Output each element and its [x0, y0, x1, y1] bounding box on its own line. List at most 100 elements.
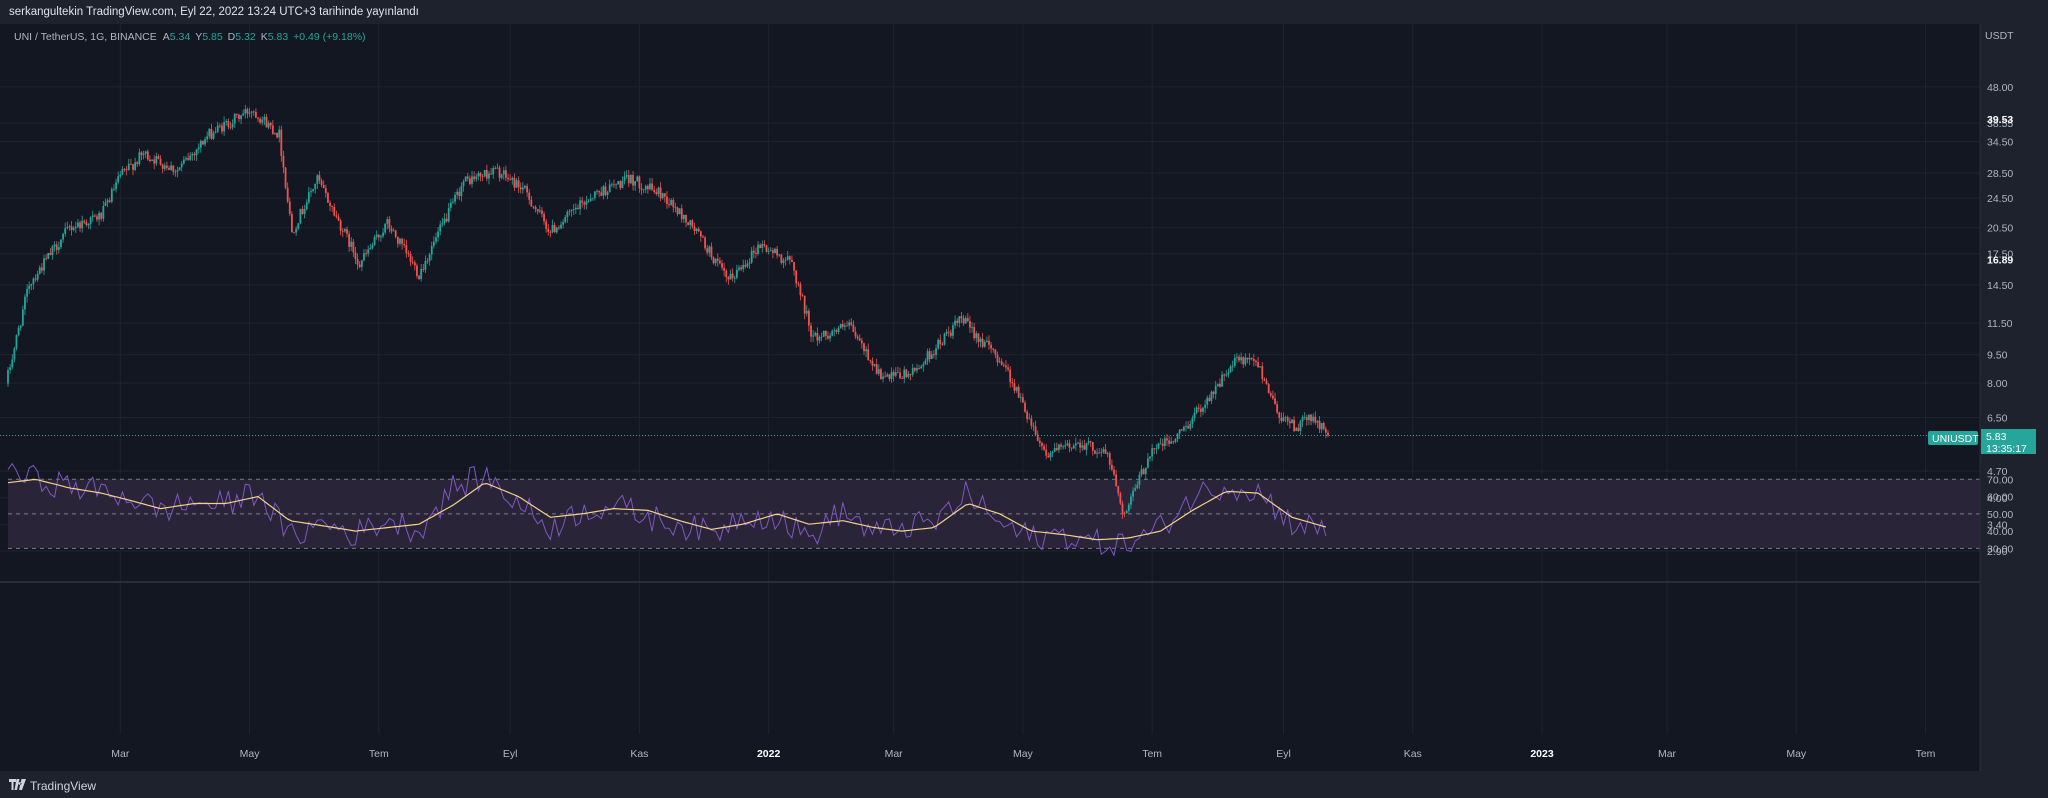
- candle-body: [64, 228, 67, 234]
- candle-body: [746, 263, 749, 267]
- candle-body: [47, 252, 50, 259]
- candle-body: [969, 321, 971, 328]
- candle-body: [1197, 407, 1200, 409]
- candle-body: [1233, 357, 1236, 366]
- candle-body: [350, 241, 353, 247]
- candle-body: [615, 184, 617, 186]
- candle-body: [515, 180, 518, 188]
- candle-body: [954, 320, 956, 326]
- candle-body: [896, 372, 899, 373]
- candle-body: [570, 209, 573, 211]
- candle-body: [536, 209, 539, 212]
- candle-body: [1047, 455, 1050, 458]
- candle-body: [170, 165, 173, 170]
- candle-body: [1172, 441, 1175, 443]
- candle-body: [303, 209, 306, 215]
- candle-body: [740, 267, 742, 270]
- candle-body: [721, 263, 723, 268]
- candle-body: [1235, 356, 1238, 358]
- candle-body: [1206, 397, 1209, 405]
- candle-body: [458, 191, 461, 197]
- legend-change: +0.49 (+9.18%): [293, 31, 365, 43]
- symbol-tag: [1928, 431, 1978, 445]
- candle-body: [924, 360, 927, 365]
- time-tick-label: Mar: [111, 748, 130, 760]
- candle-body: [1191, 418, 1194, 424]
- candle-body: [549, 231, 552, 233]
- candle-body: [911, 367, 914, 375]
- candle-body: [988, 340, 990, 345]
- last-price-label[interactable]: UNIUSDT 5.83 13:35:17: [1928, 429, 2036, 455]
- candle-body: [259, 118, 262, 123]
- candle-body: [174, 171, 177, 173]
- candle-body: [216, 125, 219, 132]
- chart-area[interactable]: 48.00 38.55 34.50 28.50 24.50 20.50 17.50 14.50…: [0, 24, 2048, 771]
- candle-body: [1305, 417, 1308, 421]
- candle-body: [795, 270, 798, 284]
- candle-body: [780, 254, 783, 263]
- candle-body: [380, 236, 382, 238]
- candle-body: [106, 200, 109, 203]
- candle-body: [511, 177, 514, 180]
- candle-body: [1312, 416, 1315, 422]
- time-axis[interactable]: Mar May Tem Eyl Kas 2022 Mar May Tem Eyl Kas 2023 Ma…: [111, 748, 1935, 760]
- candle-body: [939, 339, 942, 345]
- candle-body: [682, 214, 685, 220]
- candle-body: [388, 219, 391, 229]
- candle-body: [935, 348, 937, 355]
- candle-body: [873, 364, 876, 366]
- price-tick-label: 4.70: [1987, 466, 2008, 478]
- time-tick-label: Kas: [1404, 748, 1422, 760]
- candle-body: [85, 222, 88, 225]
- candle-body: [1308, 414, 1310, 421]
- candles-layer: [7, 104, 1329, 519]
- candle-body: [1199, 408, 1202, 412]
- candle-body: [1318, 420, 1321, 430]
- candle-body: [916, 368, 918, 371]
- candle-body: [498, 167, 501, 178]
- candle-body: [1161, 443, 1164, 446]
- candle-body: [1028, 418, 1031, 420]
- candle-body: [1138, 474, 1141, 485]
- price-axis[interactable]: 48.00 38.55 34.50 28.50 24.50 20.50 17.50 14.50…: [1987, 82, 2013, 558]
- candle-body: [610, 184, 613, 186]
- candle-body: [543, 214, 545, 222]
- candle-body: [466, 176, 469, 179]
- candle-body: [945, 331, 948, 334]
- candle-body: [659, 187, 662, 199]
- candle-body: [710, 246, 713, 258]
- candle-body: [9, 367, 12, 371]
- candle-body: [1314, 416, 1317, 423]
- candle-body: [1280, 417, 1283, 421]
- candle-body: [763, 244, 766, 246]
- candle-body: [526, 185, 529, 193]
- candle-body: [841, 324, 844, 327]
- legend-pair: UNI / TetherUS, 1G, BINANCE: [14, 31, 157, 43]
- candle-body: [1244, 357, 1247, 365]
- candle-body: [892, 372, 895, 376]
- candle-body: [390, 228, 393, 232]
- candle-body: [805, 310, 808, 314]
- candle-body: [159, 158, 162, 165]
- candle-body: [909, 373, 912, 375]
- candle-body: [441, 223, 444, 225]
- candle-body: [797, 283, 800, 285]
- symbol-legend[interactable]: UNI / TetherUS, 1G, BINANCE A5.34 Y5.85 D5.…: [14, 31, 366, 43]
- candle-body: [1286, 417, 1289, 422]
- candle-body: [964, 318, 967, 324]
- candle-body: [920, 366, 923, 369]
- candle-body: [1058, 444, 1060, 451]
- time-tick-label: Eyl: [1276, 748, 1291, 760]
- candle-body: [1034, 426, 1037, 435]
- candle-body: [1077, 442, 1079, 444]
- candle-body: [844, 325, 846, 327]
- candle-body: [354, 252, 357, 260]
- candle-body: [1303, 417, 1306, 418]
- candle-body: [30, 284, 33, 286]
- candle-body: [358, 264, 361, 267]
- candle-body: [66, 227, 69, 229]
- candle-body: [858, 338, 861, 341]
- rsi-axis[interactable]: 70.00 60.00 50.00 40.00 30.00: [1987, 474, 2013, 555]
- candle-body: [172, 165, 175, 172]
- candle-body: [252, 111, 255, 113]
